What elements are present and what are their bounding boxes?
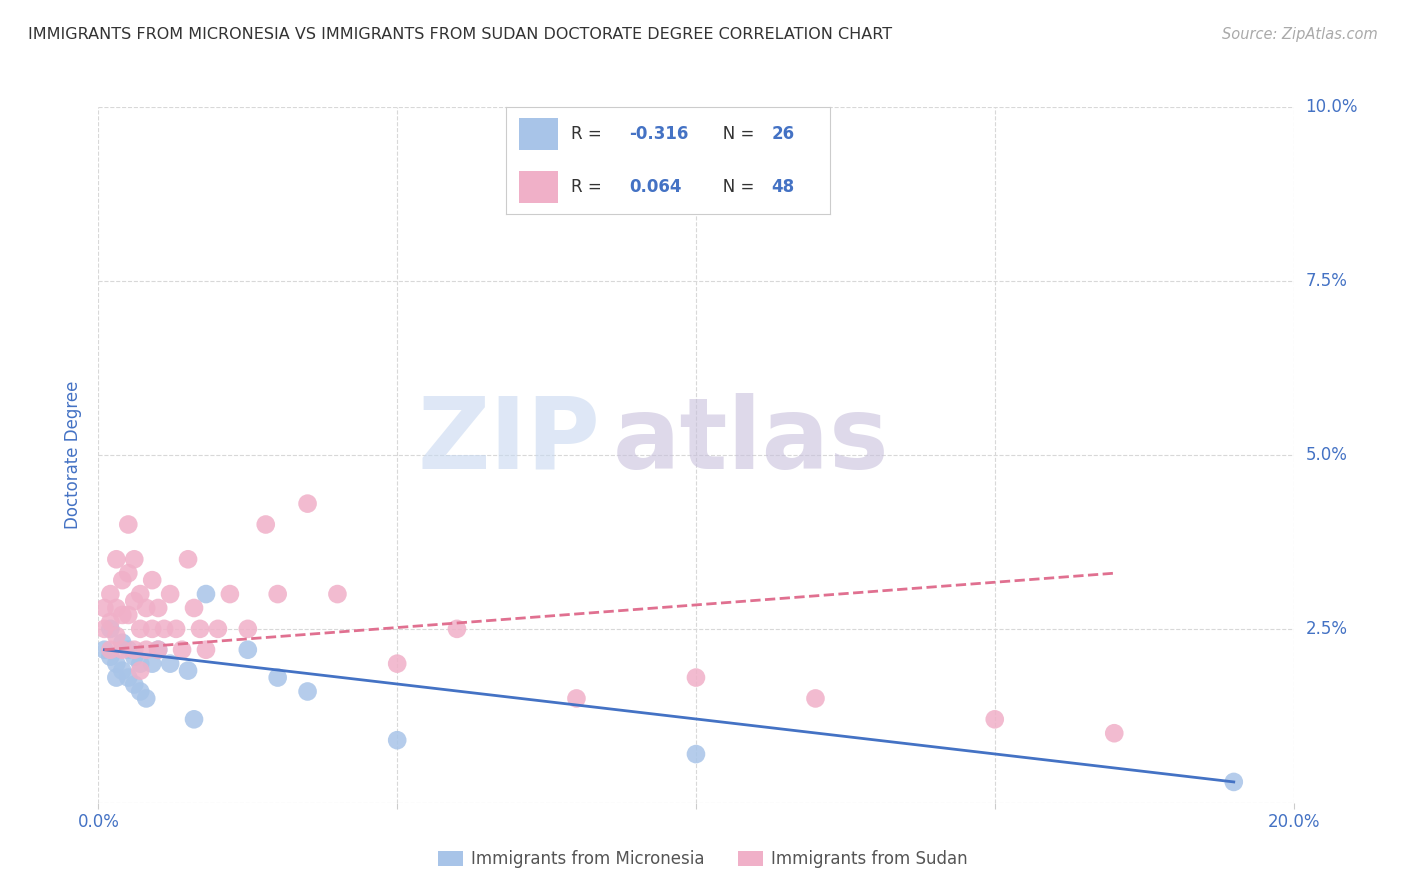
Point bbox=[219, 587, 242, 601]
Legend: Immigrants from Micronesia, Immigrants from Sudan: Immigrants from Micronesia, Immigrants f… bbox=[432, 844, 974, 875]
Text: -0.316: -0.316 bbox=[628, 125, 689, 143]
Point bbox=[111, 642, 134, 657]
Text: N =: N = bbox=[707, 125, 759, 143]
Point bbox=[267, 671, 290, 685]
Point bbox=[129, 622, 152, 636]
Text: N =: N = bbox=[707, 178, 759, 196]
Point bbox=[98, 649, 122, 664]
Point bbox=[685, 747, 707, 761]
Text: R =: R = bbox=[571, 125, 607, 143]
Point bbox=[159, 657, 181, 671]
Point bbox=[117, 671, 139, 685]
Point bbox=[98, 622, 122, 636]
Text: 10.0%: 10.0% bbox=[1305, 98, 1358, 116]
Bar bbox=[519, 171, 558, 203]
Text: 2.5%: 2.5% bbox=[1305, 620, 1347, 638]
Point bbox=[385, 733, 409, 747]
Point bbox=[1223, 775, 1246, 789]
Point bbox=[177, 664, 200, 678]
Point bbox=[565, 691, 588, 706]
Point bbox=[804, 691, 827, 706]
Text: 5.0%: 5.0% bbox=[1305, 446, 1347, 464]
Point bbox=[124, 677, 146, 691]
Point bbox=[111, 636, 134, 650]
Point bbox=[207, 622, 229, 636]
Point bbox=[326, 587, 349, 601]
Text: 48: 48 bbox=[772, 178, 794, 196]
Text: Source: ZipAtlas.com: Source: ZipAtlas.com bbox=[1222, 27, 1378, 42]
Point bbox=[385, 657, 409, 671]
Point bbox=[141, 657, 163, 671]
Point bbox=[111, 664, 134, 678]
Point bbox=[446, 622, 468, 636]
Text: IMMIGRANTS FROM MICRONESIA VS IMMIGRANTS FROM SUDAN DOCTORATE DEGREE CORRELATION: IMMIGRANTS FROM MICRONESIA VS IMMIGRANTS… bbox=[28, 27, 893, 42]
Point bbox=[129, 684, 152, 698]
Point bbox=[685, 671, 707, 685]
Point bbox=[124, 649, 146, 664]
Point bbox=[267, 587, 290, 601]
Point bbox=[297, 684, 319, 698]
Point bbox=[148, 601, 170, 615]
Point bbox=[124, 642, 146, 657]
Point bbox=[93, 601, 115, 615]
Point bbox=[297, 497, 319, 511]
Point bbox=[236, 642, 259, 657]
Point bbox=[111, 607, 134, 622]
Point bbox=[135, 642, 157, 657]
Text: 0.064: 0.064 bbox=[628, 178, 682, 196]
Point bbox=[172, 642, 194, 657]
Point bbox=[117, 517, 139, 532]
Point bbox=[141, 622, 163, 636]
Text: atlas: atlas bbox=[612, 392, 889, 490]
Point bbox=[153, 622, 176, 636]
Text: 26: 26 bbox=[772, 125, 794, 143]
Point bbox=[159, 587, 181, 601]
Point bbox=[105, 657, 128, 671]
Point bbox=[98, 615, 122, 629]
Point bbox=[117, 642, 139, 657]
Point bbox=[183, 601, 205, 615]
Point bbox=[105, 671, 128, 685]
Text: ZIP: ZIP bbox=[418, 392, 600, 490]
Point bbox=[194, 587, 218, 601]
Point bbox=[111, 573, 134, 587]
Point bbox=[236, 622, 259, 636]
Point bbox=[148, 642, 170, 657]
Y-axis label: Doctorate Degree: Doctorate Degree bbox=[65, 381, 83, 529]
Point bbox=[165, 622, 187, 636]
Point bbox=[98, 642, 122, 657]
Point bbox=[129, 664, 152, 678]
Point bbox=[129, 587, 152, 601]
Point bbox=[117, 607, 139, 622]
Text: 7.5%: 7.5% bbox=[1305, 272, 1347, 290]
Point bbox=[135, 601, 157, 615]
Point bbox=[105, 552, 128, 566]
Point bbox=[188, 622, 211, 636]
Point bbox=[124, 594, 146, 608]
Point bbox=[177, 552, 200, 566]
Point bbox=[194, 642, 218, 657]
Point bbox=[117, 566, 139, 581]
Point bbox=[148, 642, 170, 657]
Point bbox=[129, 657, 152, 671]
Point bbox=[1104, 726, 1126, 740]
Point bbox=[93, 642, 115, 657]
Point bbox=[105, 629, 128, 643]
Point bbox=[254, 517, 277, 532]
Point bbox=[141, 573, 163, 587]
Point bbox=[983, 712, 1005, 726]
Text: R =: R = bbox=[571, 178, 607, 196]
Point bbox=[105, 601, 128, 615]
Point bbox=[183, 712, 205, 726]
Bar bbox=[519, 118, 558, 150]
Point bbox=[93, 622, 115, 636]
Point bbox=[98, 587, 122, 601]
Point bbox=[124, 552, 146, 566]
Point bbox=[135, 691, 157, 706]
